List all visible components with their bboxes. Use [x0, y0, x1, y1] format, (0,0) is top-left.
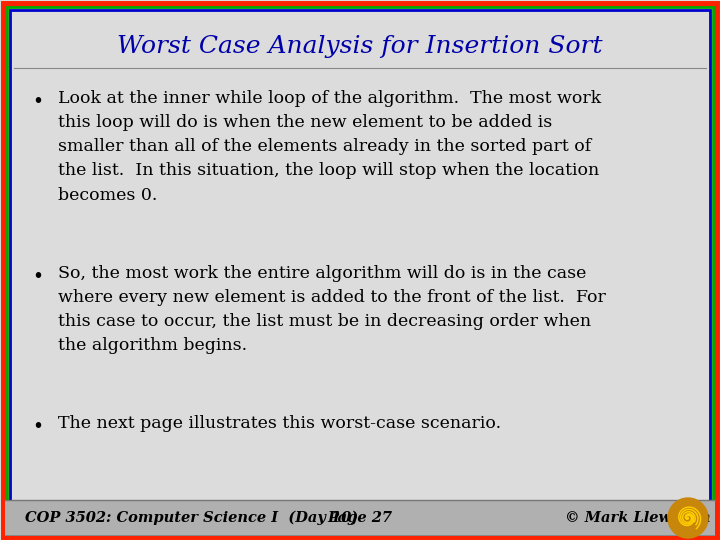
Text: © Mark Llewellyn: © Mark Llewellyn: [565, 511, 711, 525]
Text: Look at the inner while loop of the algorithm.  The most work
this loop will do : Look at the inner while loop of the algo…: [58, 90, 601, 204]
Text: COP 3502: Computer Science I  (Day 10): COP 3502: Computer Science I (Day 10): [25, 511, 358, 525]
Circle shape: [668, 498, 708, 538]
Text: •: •: [32, 417, 44, 436]
Text: The next page illustrates this worst-case scenario.: The next page illustrates this worst-cas…: [58, 415, 501, 432]
Text: •: •: [32, 92, 44, 111]
Text: So, the most work the entire algorithm will do is in the case
where every new el: So, the most work the entire algorithm w…: [58, 265, 606, 354]
Text: •: •: [32, 267, 44, 286]
Text: Page 27: Page 27: [328, 511, 392, 525]
Text: Worst Case Analysis for Insertion Sort: Worst Case Analysis for Insertion Sort: [117, 35, 603, 57]
Bar: [5, 500, 715, 536]
